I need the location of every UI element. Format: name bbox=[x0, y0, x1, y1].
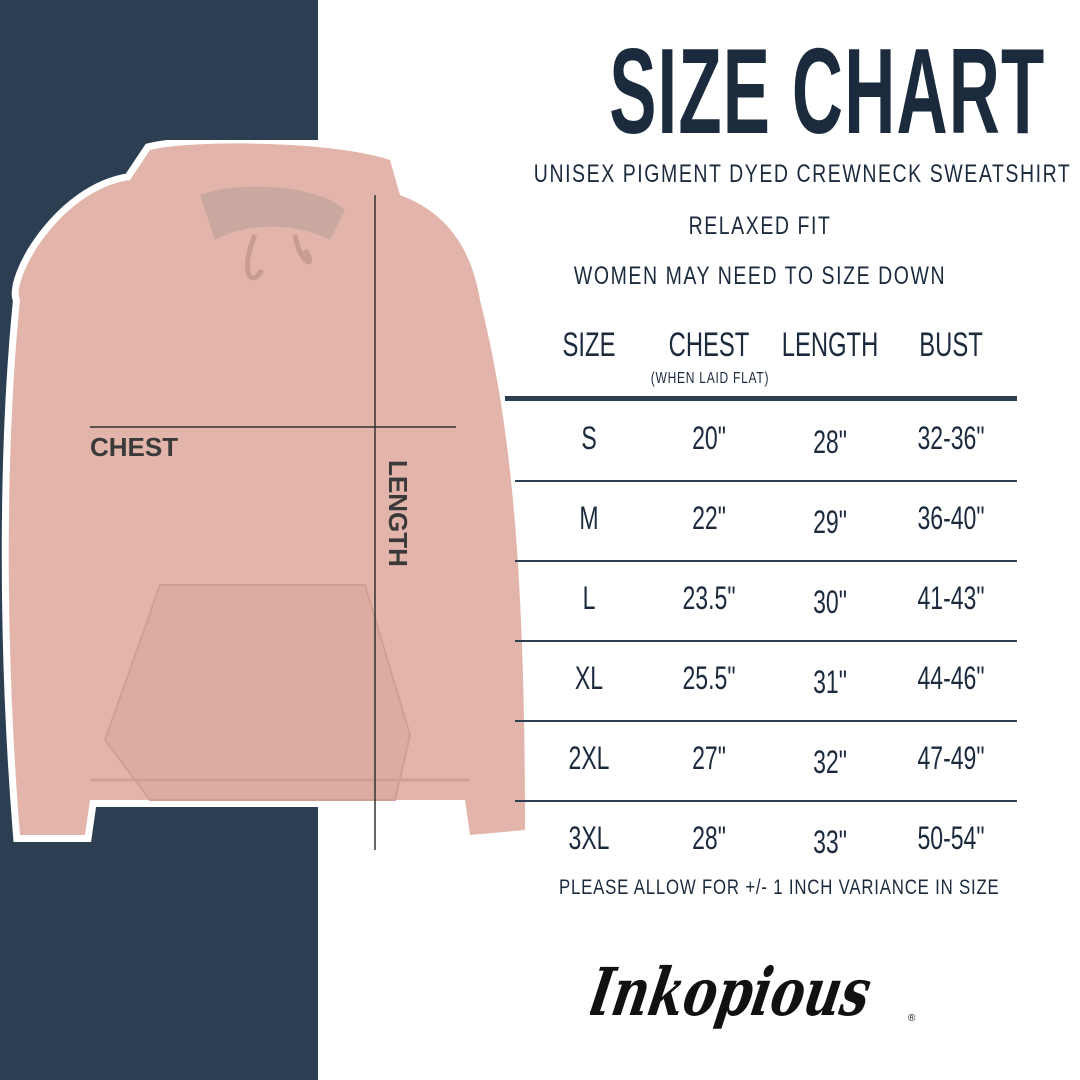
cell-bust: 44-46" bbox=[917, 660, 985, 696]
cell-length: 32" bbox=[813, 744, 847, 780]
subtitle-product: UNISEX PIGMENT DYED CREWNECK SWEATSHIRT bbox=[533, 160, 1072, 188]
chest-note: (WHEN LAID FLAT) bbox=[650, 370, 770, 387]
cell-chest: 27" bbox=[692, 740, 726, 776]
row-divider bbox=[515, 560, 1017, 562]
chest-label: CHEST bbox=[90, 432, 179, 462]
cell-chest: 23.5" bbox=[682, 580, 736, 616]
cell-chest: 28" bbox=[692, 820, 726, 856]
header-bust: BUST bbox=[919, 326, 983, 364]
cell-size: M bbox=[579, 500, 599, 536]
cell-size: L bbox=[582, 580, 596, 616]
subtitle-advice: WOMEN MAY NEED TO SIZE DOWN bbox=[573, 262, 947, 290]
footnote: PLEASE ALLOW FOR +/- 1 INCH VARIANCE IN … bbox=[559, 876, 1000, 899]
row-divider bbox=[515, 720, 1017, 722]
cell-length: 31" bbox=[813, 664, 847, 700]
cell-length: 30" bbox=[813, 584, 847, 620]
cell-length: 29" bbox=[813, 504, 847, 540]
cell-size: XL bbox=[574, 660, 604, 696]
length-label: LENGTH bbox=[383, 460, 413, 567]
cell-length: 28" bbox=[813, 424, 847, 460]
cell-size: 2XL bbox=[568, 740, 610, 776]
brand-logo: Inkopious ® bbox=[590, 953, 916, 1030]
brand-logo-text: Inkopious bbox=[590, 953, 877, 1030]
row-divider bbox=[515, 480, 1017, 482]
registered-mark: ® bbox=[908, 1013, 916, 1024]
header-length: LENGTH bbox=[781, 326, 879, 364]
hoodie-image bbox=[1, 140, 533, 850]
cell-size: 3XL bbox=[568, 820, 610, 856]
header-size: SIZE bbox=[562, 326, 616, 364]
cell-chest: 22" bbox=[692, 500, 726, 536]
cell-size: S bbox=[581, 420, 597, 456]
row-divider bbox=[515, 640, 1017, 642]
page-title: SIZE CHART bbox=[609, 23, 1046, 159]
cell-chest: 25.5" bbox=[682, 660, 736, 696]
subtitle-fit: RELAXED FIT bbox=[688, 212, 832, 240]
header-chest: CHEST bbox=[668, 326, 750, 364]
cell-bust: 32-36" bbox=[917, 420, 985, 456]
cell-bust: 41-43" bbox=[917, 580, 985, 616]
cell-bust: 47-49" bbox=[917, 740, 985, 776]
cell-bust: 50-54" bbox=[917, 820, 985, 856]
cell-length: 33" bbox=[813, 824, 847, 860]
cell-bust: 36-40" bbox=[917, 500, 985, 536]
cell-chest: 20" bbox=[692, 420, 726, 456]
header-divider bbox=[505, 396, 1017, 401]
row-divider bbox=[515, 800, 1017, 802]
